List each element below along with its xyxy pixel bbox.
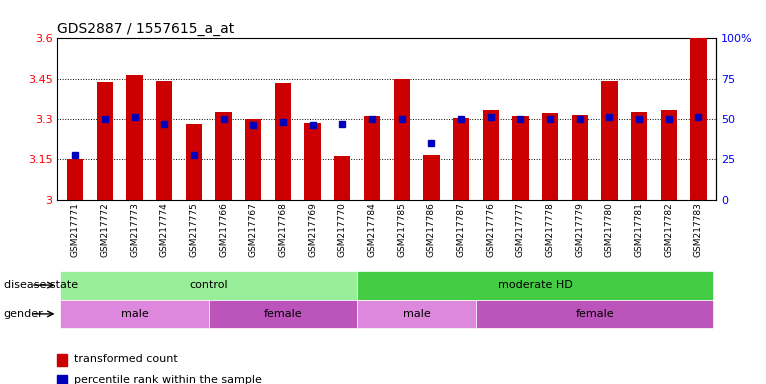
Text: disease state: disease state [4, 280, 78, 290]
Text: transformed count: transformed count [74, 354, 177, 364]
Bar [476, 300, 713, 328]
Bar [156, 81, 172, 200]
Text: GDS2887 / 1557615_a_at: GDS2887 / 1557615_a_at [57, 22, 234, 36]
Bar [660, 110, 677, 200]
Bar [97, 82, 113, 200]
Bar [275, 83, 291, 200]
Bar [571, 115, 588, 200]
Bar [61, 271, 357, 300]
Bar [364, 116, 380, 200]
Bar [453, 118, 469, 200]
Bar [483, 110, 499, 200]
Text: control: control [189, 280, 228, 290]
Bar [631, 111, 647, 200]
Bar [542, 113, 558, 200]
Bar [126, 75, 142, 200]
Text: moderate HD: moderate HD [498, 280, 572, 290]
Bar [215, 112, 232, 200]
Text: percentile rank within the sample: percentile rank within the sample [74, 375, 261, 384]
Bar [357, 271, 713, 300]
Bar [423, 154, 440, 200]
Bar [61, 300, 209, 328]
Text: female: female [264, 309, 303, 319]
Bar [690, 38, 706, 200]
Bar [357, 300, 476, 328]
Bar [394, 79, 410, 200]
Bar [67, 159, 83, 200]
Text: male: male [403, 309, 430, 319]
Bar [209, 300, 357, 328]
Bar [245, 119, 261, 200]
Bar [186, 124, 202, 200]
Bar [512, 116, 529, 200]
Bar [601, 81, 617, 200]
Bar [304, 123, 321, 200]
Bar [334, 156, 351, 200]
Text: gender: gender [4, 309, 44, 319]
Text: female: female [575, 309, 614, 319]
Text: male: male [121, 309, 149, 319]
